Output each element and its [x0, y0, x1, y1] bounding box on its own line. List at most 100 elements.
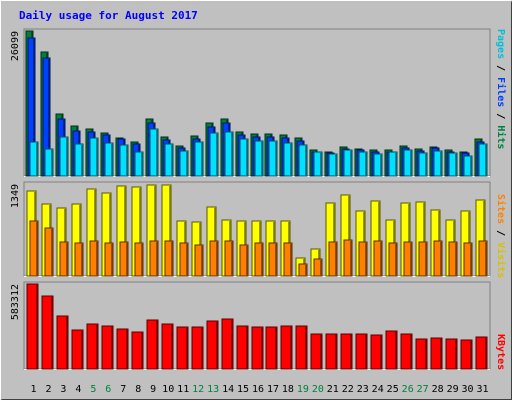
bar-shade [154, 186, 156, 276]
bar-shade [333, 204, 335, 276]
bar-shade [36, 285, 38, 369]
bar-pages-day-16 [254, 140, 264, 177]
bar-pages-day-1 [29, 141, 39, 177]
bar-sites-day-5 [89, 240, 99, 277]
bar-kbytes-day-16 [251, 326, 264, 370]
bar-kbytes-day-15 [236, 325, 249, 370]
bar-shade [156, 242, 158, 276]
bar-shade [81, 145, 83, 176]
bar-kbytes-day-18 [280, 325, 293, 370]
bar-shade [408, 204, 410, 276]
bar-shade [96, 325, 98, 369]
x-tick-label: 29 [447, 384, 459, 395]
bar-sites-day-2 [44, 227, 54, 277]
bar-shade [201, 328, 203, 369]
bar-shade [365, 243, 367, 276]
bar-shade [231, 242, 233, 276]
bar-sites-day-30 [463, 242, 473, 277]
bar-shade [96, 139, 98, 176]
y-max-label: 583312 [10, 284, 21, 320]
bar-shade [36, 222, 38, 276]
legend-part: / [495, 224, 506, 242]
x-tick-label: 16 [252, 384, 264, 395]
legend-part: Hits [495, 125, 507, 149]
bar-pages-day-3 [59, 136, 69, 177]
bar-sites-day-6 [104, 242, 114, 277]
bar-shade [380, 155, 382, 176]
bar-shade [48, 59, 50, 176]
bar-shade [290, 244, 292, 276]
bar-shade [109, 194, 111, 276]
bar-shade [440, 242, 442, 276]
bar-pages-day-5 [89, 137, 99, 177]
bar-sites-day-31 [478, 240, 488, 277]
bar-kbytes-day-6 [101, 325, 114, 370]
x-tick-label: 26 [402, 384, 414, 395]
bar-pages-day-14 [224, 131, 234, 177]
bar-shade [51, 297, 53, 369]
bar-shade [81, 244, 83, 276]
bar-shade [335, 155, 337, 176]
bar-sites-day-11 [179, 242, 189, 277]
bar-shade [81, 331, 83, 369]
bar-shade [36, 143, 38, 176]
bar-shade [410, 151, 412, 176]
bar-shade [126, 146, 128, 176]
x-tick-label: 7 [120, 384, 126, 395]
bar-sites-day-7 [119, 241, 129, 277]
bar-shade [246, 246, 248, 276]
bar-sites-day-13 [209, 240, 219, 277]
bar-kbytes-day-10 [161, 323, 174, 370]
bar-shade [186, 152, 188, 176]
bar-kbytes-day-5 [86, 323, 99, 370]
bar-shade [124, 187, 126, 276]
x-tick-label: 17 [267, 384, 279, 395]
bar-sites-day-27 [418, 241, 428, 277]
series-pages [29, 128, 488, 177]
bar-sites-day-26 [403, 241, 413, 277]
bar-kbytes-day-3 [56, 315, 69, 370]
chart-title: Daily usage for August 2017 [19, 9, 198, 22]
legend-part: Pages [495, 29, 506, 59]
bar-sites-day-29 [448, 241, 458, 277]
bar-shade [231, 133, 233, 176]
bar-shade [246, 140, 248, 176]
bar-shade [66, 138, 68, 176]
bar-kbytes-day-29 [445, 338, 458, 370]
bar-sites-day-4 [74, 242, 84, 277]
bar-kbytes-day-7 [116, 328, 129, 370]
x-tick-label: 12 [192, 384, 204, 395]
x-tick-label: 19 [297, 384, 309, 395]
bar-shade [365, 335, 367, 369]
bar-shade [275, 244, 277, 276]
bar-pages-day-6 [104, 142, 114, 177]
bar-shade [350, 151, 352, 176]
bar-pages-day-12 [194, 141, 204, 177]
bar-kbytes-day-30 [460, 339, 473, 370]
bar-shade [141, 244, 143, 276]
bar-kbytes-day-19 [295, 325, 308, 370]
bar-shade [261, 142, 263, 176]
bar-sites-day-24 [373, 240, 383, 277]
series-sites [29, 220, 488, 277]
panels-layer: 26099 1349 583312 [10, 28, 491, 370]
bar-sites-day-18 [283, 242, 293, 277]
panel-2: 1349 [10, 181, 491, 277]
bar-sites-day-20 [313, 258, 323, 277]
bar-pages-day-9 [149, 128, 159, 177]
x-tick-label: 10 [162, 384, 174, 395]
bar-shade [141, 333, 143, 369]
bar-kbytes-day-11 [176, 326, 189, 370]
bar-shade [261, 244, 263, 276]
bar-sites-day-1 [29, 220, 39, 277]
bar-pages-day-18 [283, 142, 293, 177]
bar-shade [156, 321, 158, 369]
panel-3: 583312 [10, 281, 491, 370]
bar-pages-day-23 [358, 151, 368, 177]
bar-pages-day-26 [403, 149, 413, 177]
bar-shade [96, 242, 98, 276]
bar-kbytes-day-12 [191, 326, 204, 370]
bar-kbytes-day-27 [415, 338, 428, 370]
bar-shade [111, 327, 113, 369]
